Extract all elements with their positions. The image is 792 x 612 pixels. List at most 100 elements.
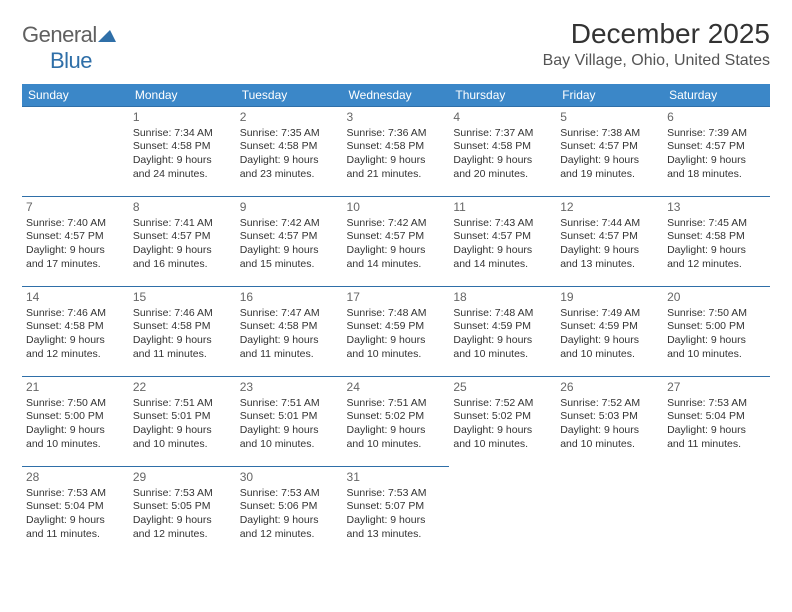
day-number: 31	[347, 470, 446, 486]
sunrise-text: Sunrise: 7:35 AM	[240, 127, 339, 141]
calendar-cell: 3Sunrise: 7:36 AMSunset: 4:58 PMDaylight…	[343, 107, 450, 197]
day-number: 10	[347, 200, 446, 216]
day-number: 28	[26, 470, 125, 486]
calendar-cell: 21Sunrise: 7:50 AMSunset: 5:00 PMDayligh…	[22, 377, 129, 467]
sunrise-text: Sunrise: 7:53 AM	[26, 487, 125, 501]
sunset-text: Sunset: 5:01 PM	[133, 410, 232, 424]
day-number: 3	[347, 110, 446, 126]
day-number: 4	[453, 110, 552, 126]
d2-text: and 21 minutes.	[347, 168, 446, 182]
calendar-cell: 2Sunrise: 7:35 AMSunset: 4:58 PMDaylight…	[236, 107, 343, 197]
sunrise-text: Sunrise: 7:39 AM	[667, 127, 766, 141]
day-number: 19	[560, 290, 659, 306]
d1-text: Daylight: 9 hours	[26, 514, 125, 528]
sunset-text: Sunset: 4:58 PM	[26, 320, 125, 334]
sunrise-text: Sunrise: 7:51 AM	[240, 397, 339, 411]
calendar-cell	[556, 467, 663, 557]
d1-text: Daylight: 9 hours	[453, 424, 552, 438]
d2-text: and 15 minutes.	[240, 258, 339, 272]
weekday-header: Friday	[556, 84, 663, 107]
d2-text: and 10 minutes.	[453, 438, 552, 452]
sunrise-text: Sunrise: 7:48 AM	[347, 307, 446, 321]
sunrise-text: Sunrise: 7:53 AM	[240, 487, 339, 501]
day-number: 20	[667, 290, 766, 306]
sunrise-text: Sunrise: 7:42 AM	[347, 217, 446, 231]
calendar-cell: 4Sunrise: 7:37 AMSunset: 4:58 PMDaylight…	[449, 107, 556, 197]
calendar-cell: 5Sunrise: 7:38 AMSunset: 4:57 PMDaylight…	[556, 107, 663, 197]
calendar-cell: 11Sunrise: 7:43 AMSunset: 4:57 PMDayligh…	[449, 197, 556, 287]
calendar-cell	[449, 467, 556, 557]
calendar-cell: 30Sunrise: 7:53 AMSunset: 5:06 PMDayligh…	[236, 467, 343, 557]
d2-text: and 10 minutes.	[667, 348, 766, 362]
day-number: 13	[667, 200, 766, 216]
day-number: 29	[133, 470, 232, 486]
d1-text: Daylight: 9 hours	[133, 334, 232, 348]
d1-text: Daylight: 9 hours	[133, 154, 232, 168]
calendar-cell: 14Sunrise: 7:46 AMSunset: 4:58 PMDayligh…	[22, 287, 129, 377]
brand-triangle-icon	[98, 22, 116, 48]
day-number: 26	[560, 380, 659, 396]
d2-text: and 23 minutes.	[240, 168, 339, 182]
brand-word-1: General	[22, 22, 97, 47]
day-number: 22	[133, 380, 232, 396]
month-title: December 2025	[543, 18, 770, 50]
sunset-text: Sunset: 4:57 PM	[560, 140, 659, 154]
day-number: 16	[240, 290, 339, 306]
sunset-text: Sunset: 4:58 PM	[347, 140, 446, 154]
calendar-cell: 10Sunrise: 7:42 AMSunset: 4:57 PMDayligh…	[343, 197, 450, 287]
sunrise-text: Sunrise: 7:53 AM	[133, 487, 232, 501]
sunset-text: Sunset: 4:57 PM	[26, 230, 125, 244]
sunset-text: Sunset: 5:02 PM	[347, 410, 446, 424]
day-number: 5	[560, 110, 659, 126]
sunrise-text: Sunrise: 7:52 AM	[453, 397, 552, 411]
calendar-cell: 9Sunrise: 7:42 AMSunset: 4:57 PMDaylight…	[236, 197, 343, 287]
day-number: 8	[133, 200, 232, 216]
day-number: 9	[240, 200, 339, 216]
d1-text: Daylight: 9 hours	[240, 424, 339, 438]
sunset-text: Sunset: 5:02 PM	[453, 410, 552, 424]
weekday-header: Wednesday	[343, 84, 450, 107]
d2-text: and 12 minutes.	[26, 348, 125, 362]
calendar-cell: 20Sunrise: 7:50 AMSunset: 5:00 PMDayligh…	[663, 287, 770, 377]
d1-text: Daylight: 9 hours	[240, 154, 339, 168]
d1-text: Daylight: 9 hours	[240, 334, 339, 348]
d1-text: Daylight: 9 hours	[26, 424, 125, 438]
d1-text: Daylight: 9 hours	[347, 514, 446, 528]
calendar-cell: 1Sunrise: 7:34 AMSunset: 4:58 PMDaylight…	[129, 107, 236, 197]
calendar-cell: 25Sunrise: 7:52 AMSunset: 5:02 PMDayligh…	[449, 377, 556, 467]
sunset-text: Sunset: 4:58 PM	[240, 140, 339, 154]
brand-word-2: Blue	[50, 48, 92, 73]
calendar-cell: 8Sunrise: 7:41 AMSunset: 4:57 PMDaylight…	[129, 197, 236, 287]
d2-text: and 11 minutes.	[133, 348, 232, 362]
d1-text: Daylight: 9 hours	[240, 514, 339, 528]
sunrise-text: Sunrise: 7:36 AM	[347, 127, 446, 141]
sunrise-text: Sunrise: 7:34 AM	[133, 127, 232, 141]
d2-text: and 14 minutes.	[453, 258, 552, 272]
day-number: 7	[26, 200, 125, 216]
calendar-cell: 31Sunrise: 7:53 AMSunset: 5:07 PMDayligh…	[343, 467, 450, 557]
d2-text: and 17 minutes.	[26, 258, 125, 272]
sunset-text: Sunset: 4:59 PM	[453, 320, 552, 334]
calendar-body: 1Sunrise: 7:34 AMSunset: 4:58 PMDaylight…	[22, 107, 770, 557]
calendar-row: 28Sunrise: 7:53 AMSunset: 5:04 PMDayligh…	[22, 467, 770, 557]
sunset-text: Sunset: 4:59 PM	[560, 320, 659, 334]
d1-text: Daylight: 9 hours	[347, 424, 446, 438]
d2-text: and 11 minutes.	[667, 438, 766, 452]
calendar-cell: 7Sunrise: 7:40 AMSunset: 4:57 PMDaylight…	[22, 197, 129, 287]
sunset-text: Sunset: 4:59 PM	[347, 320, 446, 334]
sunrise-text: Sunrise: 7:42 AM	[240, 217, 339, 231]
sunrise-text: Sunrise: 7:40 AM	[26, 217, 125, 231]
d1-text: Daylight: 9 hours	[133, 424, 232, 438]
d2-text: and 12 minutes.	[667, 258, 766, 272]
d2-text: and 10 minutes.	[26, 438, 125, 452]
sunset-text: Sunset: 4:57 PM	[133, 230, 232, 244]
d2-text: and 18 minutes.	[667, 168, 766, 182]
sunset-text: Sunset: 4:57 PM	[667, 140, 766, 154]
sunrise-text: Sunrise: 7:50 AM	[667, 307, 766, 321]
day-number: 12	[560, 200, 659, 216]
day-number: 25	[453, 380, 552, 396]
calendar-cell: 26Sunrise: 7:52 AMSunset: 5:03 PMDayligh…	[556, 377, 663, 467]
d1-text: Daylight: 9 hours	[240, 244, 339, 258]
d2-text: and 12 minutes.	[133, 528, 232, 542]
d1-text: Daylight: 9 hours	[667, 154, 766, 168]
